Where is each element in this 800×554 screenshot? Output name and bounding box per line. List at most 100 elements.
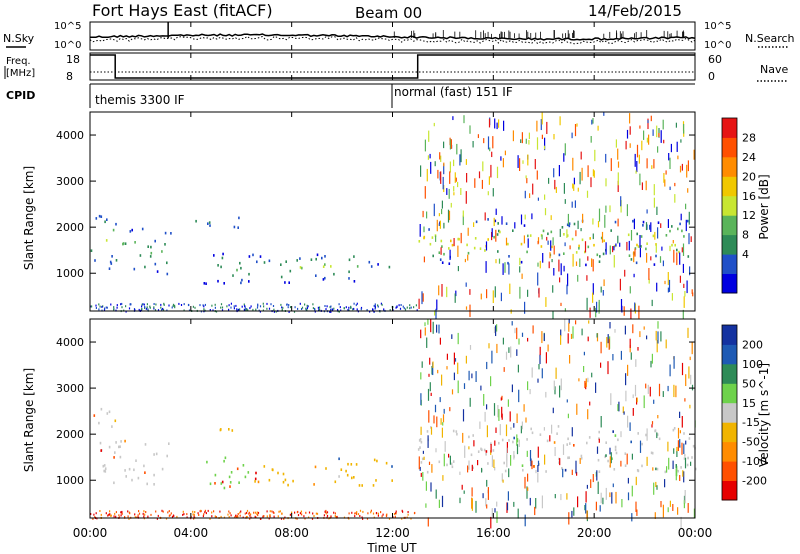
- echo-cell: [263, 261, 266, 264]
- x-tick-label: 20:00: [577, 526, 612, 540]
- echo-cell: [684, 454, 686, 457]
- echo-cell: [569, 245, 571, 250]
- echo-cell: [672, 504, 674, 511]
- nave-tick-low: 0: [708, 70, 715, 83]
- echo-cell: [607, 459, 609, 463]
- echo-cell: [488, 343, 490, 349]
- echo-cell: [566, 443, 568, 446]
- echo-cell: [246, 511, 248, 514]
- echo-cell: [585, 378, 587, 387]
- echo-cell: [239, 514, 241, 517]
- echo-cell: [683, 443, 685, 455]
- echo-cell: [580, 457, 583, 460]
- echo-cell: [528, 140, 530, 145]
- echo-cell: [413, 306, 415, 309]
- y-tick-label: 1000: [56, 474, 84, 487]
- echo-cell: [584, 241, 587, 253]
- echo-cell: [305, 511, 307, 514]
- echo-cell: [619, 242, 621, 247]
- echo-cell: [439, 337, 441, 345]
- echo-cell: [552, 407, 554, 414]
- echo-cell: [683, 457, 686, 460]
- y-tick-label: 2000: [56, 428, 84, 441]
- echo-cell: [617, 235, 619, 244]
- echo-cell: [501, 216, 503, 225]
- colorbar-swatch: [722, 137, 737, 158]
- echo-cell: [306, 307, 308, 310]
- echo-cell: [459, 154, 461, 166]
- nsearch-label: N.Search: [745, 32, 795, 45]
- echo-cell: [537, 465, 539, 472]
- echo-cell: [559, 458, 561, 466]
- echo-cell: [537, 472, 539, 483]
- echo-cell: [639, 235, 641, 248]
- echo-cell: [116, 306, 118, 309]
- echo-cell: [339, 306, 341, 309]
- echo-cell: [402, 305, 404, 308]
- echo-cell: [525, 138, 527, 144]
- echo-cell: [229, 481, 232, 484]
- echo-cell: [506, 447, 508, 461]
- echo-cell: [687, 503, 689, 513]
- echo-cell: [199, 304, 201, 307]
- colorbar-swatch: [722, 461, 737, 481]
- echo-cell: [517, 508, 519, 519]
- echo-cell: [434, 404, 437, 413]
- echo-cell: [518, 389, 520, 403]
- echo-cell: [615, 243, 617, 247]
- echo-cell: [430, 319, 432, 333]
- echo-cell: [577, 187, 579, 192]
- echo-cell: [465, 355, 467, 364]
- echo-cell: [567, 213, 569, 225]
- echo-cell: [469, 397, 471, 407]
- echo-cell: [496, 501, 498, 507]
- echo-cell: [519, 266, 521, 273]
- echo-cell: [145, 511, 147, 513]
- echo-cell: [361, 516, 363, 519]
- echo-cell: [299, 257, 301, 260]
- nsky-label: N.Sky: [3, 32, 35, 45]
- echo-cell: [334, 514, 336, 517]
- echo-cell: [496, 122, 498, 130]
- echo-cell: [301, 306, 304, 309]
- echo-cell: [482, 493, 484, 499]
- echo-cell: [288, 304, 290, 306]
- echo-cell: [634, 303, 636, 314]
- echo-cell: [312, 303, 314, 306]
- echo-cell: [630, 230, 633, 241]
- echo-cell: [105, 512, 107, 515]
- echo-cell: [545, 470, 547, 473]
- echo-cell: [551, 245, 553, 249]
- echo-cell: [676, 141, 678, 152]
- echo-cell: [662, 391, 664, 398]
- echo-cell: [104, 467, 107, 470]
- echo-cell: [591, 258, 593, 267]
- echo-cell: [634, 384, 637, 397]
- echo-cell: [567, 456, 569, 460]
- echo-cell: [255, 308, 257, 311]
- echo-cell: [362, 510, 364, 513]
- echo-cell: [172, 514, 175, 517]
- echo-cell: [353, 255, 355, 258]
- echo-cell: [449, 249, 451, 260]
- echo-cell: [350, 305, 352, 308]
- echo-cell: [443, 162, 445, 167]
- echo-cell: [457, 237, 459, 241]
- echo-cell: [592, 118, 594, 124]
- echo-cell: [255, 471, 257, 475]
- echo-cell: [493, 217, 495, 227]
- echo-cell: [138, 510, 140, 513]
- echo-cell: [680, 516, 682, 529]
- echo-cell: [501, 438, 504, 442]
- echo-cell: [338, 310, 340, 313]
- echo-cell: [315, 274, 317, 277]
- echo-cell: [431, 366, 433, 375]
- echo-cell: [652, 467, 654, 471]
- echo-cell: [586, 510, 588, 520]
- echo-cell: [626, 453, 628, 465]
- echo-cell: [452, 429, 455, 433]
- echo-cell: [213, 510, 215, 513]
- echo-cell: [114, 419, 117, 423]
- echo-cell: [551, 424, 553, 434]
- echo-cell: [330, 305, 332, 308]
